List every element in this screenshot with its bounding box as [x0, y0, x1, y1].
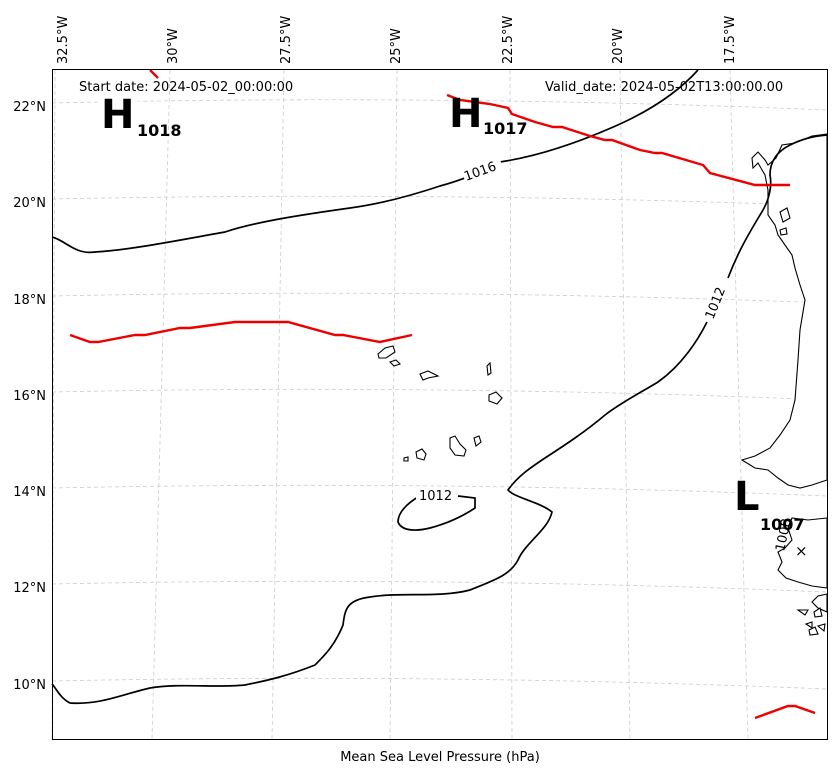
isobar-label-bg [703, 279, 731, 317]
sao-vicente-island [388, 359, 402, 367]
isobars [51, 69, 828, 705]
front-line [149, 69, 159, 79]
valid-date: Valid_date: 2024-05-02T13:00:00.00 [545, 80, 783, 95]
low-value: 1007 [760, 515, 805, 534]
fogo-island [415, 448, 427, 461]
pressure-center-high: H 1018 [100, 92, 182, 140]
lat-label: 14°N [13, 485, 46, 500]
coastlines [377, 133, 828, 636]
bijagos-island [779, 207, 791, 223]
high-letter: H [449, 91, 482, 137]
low-letter: L [734, 474, 760, 520]
bijagos-island [779, 227, 788, 236]
isobar-1016 [499, 69, 699, 163]
high-letter: H [101, 92, 134, 138]
front-line [69, 320, 413, 344]
parallel [51, 580, 828, 593]
brava-island [403, 456, 409, 462]
santo-antao-island [377, 345, 396, 359]
lat-label: 20°N [13, 196, 46, 211]
santiago-island [449, 435, 467, 457]
lat-label: 16°N [13, 389, 46, 404]
map-frame [52, 69, 828, 740]
latitude-labels: 22°N 20°N 18°N 16°N 14°N 12°N 10°N [13, 100, 46, 693]
start-date: Start date: 2024-05-02_00:00:00 [79, 80, 293, 95]
isobar-label: 1008 [773, 517, 795, 552]
lat-label: 12°N [13, 581, 46, 596]
parallel [51, 677, 828, 690]
isobar-label: 1012 [419, 489, 452, 504]
isobar-1016 [51, 174, 474, 254]
front-line [754, 704, 816, 720]
high-value: 1018 [137, 121, 182, 140]
low-center-marker: × [795, 542, 808, 560]
meridian [151, 69, 171, 741]
isobar-label-bg [459, 151, 503, 181]
africa-coast-south [777, 517, 828, 589]
longitude-labels: 32.5°W 30°W 27.5°W 25°W 22.5°W 20°W 17.5… [56, 16, 738, 64]
sal-island [486, 361, 492, 376]
lon-label: 32.5°W [56, 16, 71, 64]
lat-label: 22°N [13, 100, 46, 115]
parallel [51, 195, 828, 207]
lon-label: 25°W [389, 28, 404, 64]
africa-coast [740, 133, 828, 489]
parallel [51, 388, 828, 401]
parallel [51, 99, 828, 111]
bijagos-island [816, 623, 826, 633]
bijagos-island [796, 609, 809, 616]
meridian [389, 69, 398, 741]
high-marker-cover [100, 94, 138, 116]
lon-label: 27.5°W [279, 16, 294, 64]
pressure-center-high: H 1017 [449, 91, 528, 138]
lon-label: 22.5°W [501, 16, 516, 64]
isobar-1016 [727, 134, 828, 279]
pressure-center-low: L 1007 × [734, 474, 808, 560]
bijagos-island [804, 621, 813, 630]
isobar-1012 [51, 321, 708, 705]
isobar-label-bg [416, 487, 456, 503]
parallel [51, 292, 828, 304]
front-line [446, 93, 790, 187]
bijagos-island [813, 607, 823, 618]
lon-label: 30°W [166, 28, 181, 64]
lat-label: 10°N [13, 678, 46, 693]
meridian [271, 69, 285, 741]
boa-vista-island [488, 391, 503, 405]
isobar-1012-closed [397, 495, 476, 531]
meridian [509, 69, 513, 741]
high-value: 1017 [483, 119, 528, 138]
map-title: Mean Sea Level Pressure (hPa) [340, 750, 540, 765]
bijagos-island [808, 626, 819, 636]
meridian [729, 69, 749, 741]
lon-label: 20°W [611, 28, 626, 64]
parallel [51, 484, 828, 497]
maio-island [473, 435, 482, 447]
meridian [619, 69, 631, 741]
lat-label: 18°N [13, 293, 46, 308]
fronts [69, 69, 816, 720]
graticule [51, 69, 828, 741]
sao-nicolau-island [419, 370, 440, 381]
lon-label: 17.5°W [723, 16, 738, 64]
